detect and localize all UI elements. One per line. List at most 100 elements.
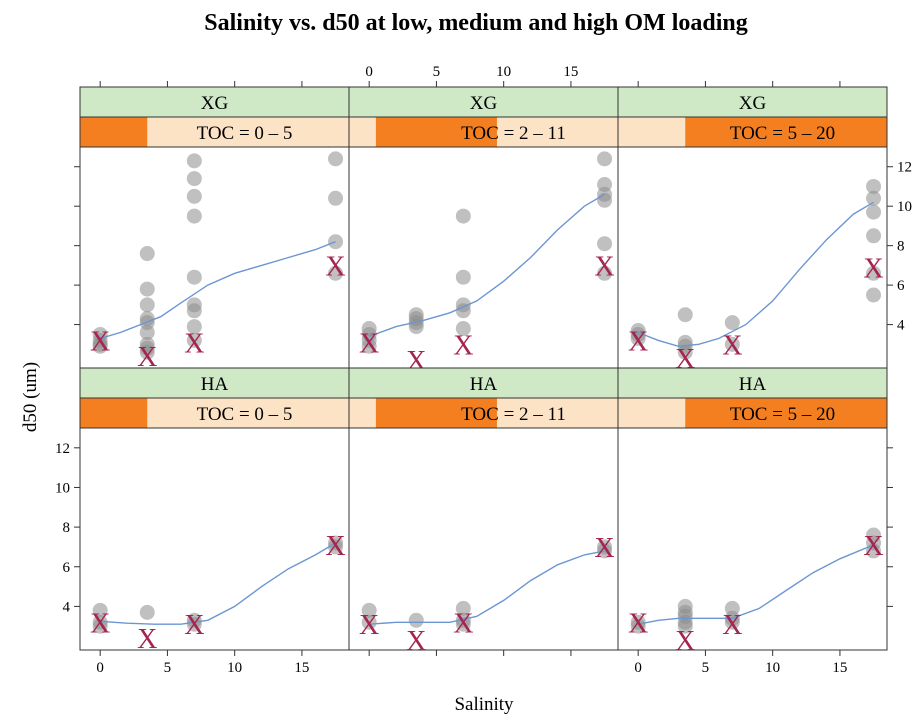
data-point [92, 618, 108, 634]
data-point [677, 307, 693, 323]
strip-toc-range-bar [80, 398, 148, 428]
plot-frame [348, 146, 619, 369]
data-point [92, 338, 108, 354]
data-point [186, 269, 202, 285]
strip-polymer-label: HA [739, 374, 767, 395]
strip-polymer-label: XG [739, 93, 767, 114]
y-tick-label-right: 6 [897, 278, 905, 294]
y-tick-label-right: 4 [897, 318, 905, 334]
mean-marker: X [722, 330, 742, 361]
axis-ticks: 0 0 0 5 5 5 10 10 10 15 15 15 4 4 6 6 8 8 10 10 12 12 [55, 64, 912, 676]
x-tick-label-bottom: 10 [227, 660, 242, 676]
data-point [866, 204, 882, 220]
smooth-line [637, 201, 874, 348]
strip-toc-label: TOC = 2 – 11 [461, 404, 566, 425]
strip-toc-range-bar [685, 398, 887, 428]
data-point [361, 338, 377, 354]
y-axis-label: d50 (um) [20, 362, 41, 432]
data-point [139, 246, 155, 262]
data-point [139, 344, 155, 360]
data-point [139, 281, 155, 297]
data-point [630, 618, 646, 634]
mean-marker: X [184, 328, 204, 359]
data-point [361, 602, 377, 618]
chart-title: Salinity vs. d50 at low, medium and high… [204, 10, 747, 36]
data-point [597, 543, 613, 559]
strip-toc-label: TOC = 0 – 5 [197, 404, 293, 425]
mean-marker: X [863, 531, 883, 562]
data-point [455, 208, 471, 224]
data-point [328, 234, 344, 250]
plot-frame [79, 146, 350, 369]
data-point [724, 336, 740, 352]
x-tick-label-bottom: 0 [96, 660, 104, 676]
data-point [92, 326, 108, 342]
x-tick-label-top: 5 [433, 64, 441, 80]
data-point [866, 190, 882, 206]
strip-toc-range-bar [375, 398, 497, 428]
data-point [677, 618, 693, 634]
data-point [455, 321, 471, 337]
y-tick-label-left: 10 [55, 480, 70, 496]
data-point [866, 178, 882, 194]
mean-marker: X [325, 531, 345, 562]
mean-marker: X [594, 533, 614, 564]
strip-toc-range-bar [375, 117, 497, 147]
strip-polymer [79, 86, 350, 118]
data-point [186, 153, 202, 169]
data-point [328, 190, 344, 206]
smooth-line [638, 544, 874, 625]
mean-marker: X [325, 251, 345, 282]
strip-toc-label: TOC = 5 – 20 [730, 123, 835, 144]
y-tick-label-right: 12 [897, 160, 912, 176]
data-point [677, 344, 693, 360]
data-point [186, 303, 202, 319]
smooth-line [369, 550, 605, 625]
smooth-line [100, 542, 336, 625]
strip-polymer-label: HA [201, 374, 229, 395]
strip-polymer [617, 86, 888, 118]
data-point [139, 604, 155, 620]
data-point [139, 297, 155, 313]
x-tick-label-bottom: 10 [765, 660, 780, 676]
x-tick-label-top: 15 [563, 64, 578, 80]
data-point [186, 332, 202, 348]
x-tick-label-bottom: 0 [634, 660, 642, 676]
data-point [597, 151, 613, 167]
mean-marker: X [90, 326, 110, 357]
data-point [186, 319, 202, 335]
data-point [92, 602, 108, 618]
data-point [139, 324, 155, 340]
data-point [724, 315, 740, 331]
data-point [455, 303, 471, 319]
mean-marker: X [722, 610, 742, 641]
mean-marker: X [675, 626, 695, 657]
mean-marker: X [184, 610, 204, 641]
y-tick-label-left: 8 [63, 520, 71, 536]
mean-marker: X [628, 326, 648, 357]
data-point [455, 269, 471, 285]
data-point [361, 614, 377, 630]
strip-toc-range-bar [685, 117, 887, 147]
mean-marker: X [675, 344, 695, 375]
mean-marker: X [359, 328, 379, 359]
mean-marker: X [628, 608, 648, 639]
y-tick-label-left: 6 [63, 560, 71, 576]
mean-marker: X [90, 608, 110, 639]
strip-polymer-label: XG [201, 93, 229, 114]
y-tick-label-left: 4 [63, 599, 71, 615]
mean-marker: X [137, 624, 157, 655]
y-tick-label-right: 10 [897, 199, 912, 215]
x-axis-label: Salinity [454, 694, 514, 715]
data-point [328, 539, 344, 555]
strip-toc-label: TOC = 0 – 5 [197, 123, 293, 144]
mean-marker: X [137, 342, 157, 373]
strip-toc-label: TOC = 5 – 20 [730, 404, 835, 425]
x-tick-label-bottom: 15 [294, 660, 309, 676]
